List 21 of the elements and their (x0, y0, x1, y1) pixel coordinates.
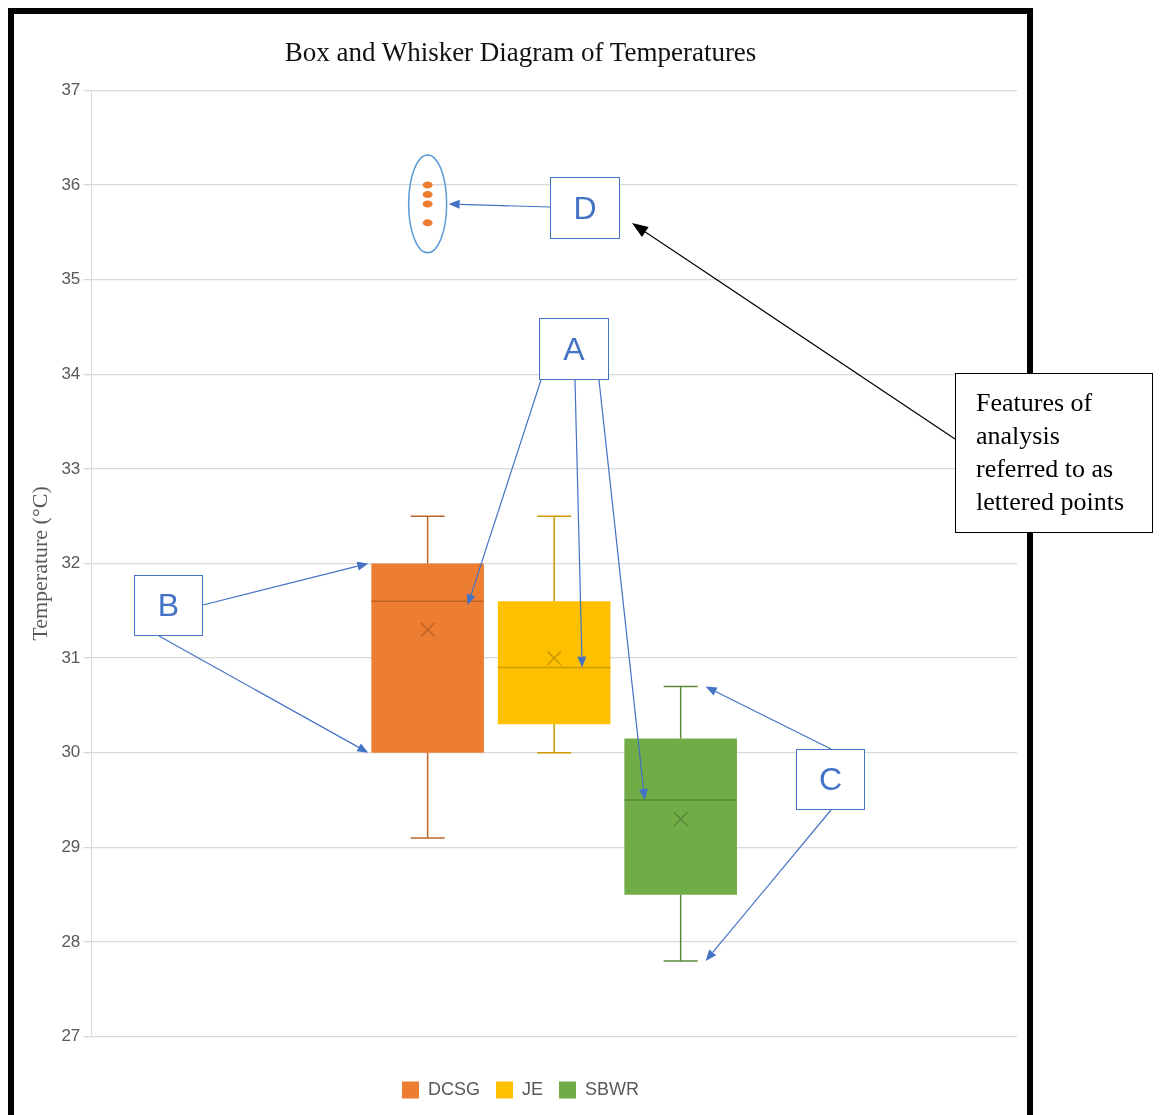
y-axis-title: Temperature (°C) (26, 486, 52, 641)
y-tick-label: 28 (61, 931, 81, 951)
y-tick-label: 32 (61, 553, 81, 573)
legend-label: DCSG (427, 1078, 481, 1099)
y-tick-label: 30 (61, 742, 81, 762)
legend-label: JE (522, 1078, 544, 1099)
y-tick-label: 34 (61, 363, 81, 383)
annotation: B (134, 575, 203, 636)
y-tick-label: 35 (61, 269, 81, 289)
chart-title: Box and Whisker Diagram of Temperatures (284, 37, 757, 68)
annotation: Features of analysis referred to as lettered points (955, 373, 1153, 533)
y-tick-label: 37 (61, 80, 81, 100)
y-tick-label: 29 (61, 837, 81, 857)
legend-label: SBWR (585, 1078, 640, 1099)
y-tick-label: 33 (61, 458, 81, 478)
annotation: A (539, 318, 609, 380)
y-tick-label: 36 (61, 174, 81, 194)
annotation: D (550, 177, 620, 239)
y-tick-label: 31 (61, 647, 81, 667)
y-tick-label: 27 (61, 1026, 81, 1046)
annotation: C (796, 749, 865, 810)
